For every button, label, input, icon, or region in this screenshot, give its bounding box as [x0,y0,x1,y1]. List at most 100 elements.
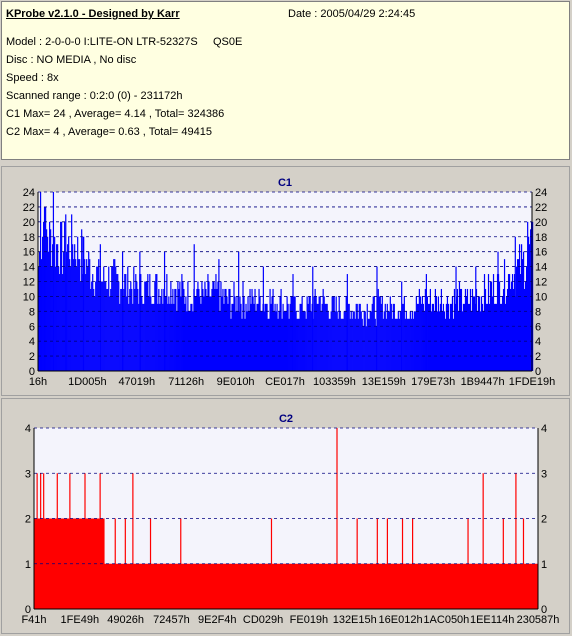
c1-bar [305,318,307,371]
c1-bar [226,296,228,371]
c1-bar [243,296,245,371]
disc-line: Disc : NO MEDIA , No disc [6,54,137,66]
c1-bar [199,296,201,371]
c2-spike [114,518,116,609]
c1-bar [140,274,142,371]
c1-spike [514,236,516,371]
c1-bar [143,303,145,371]
c1-bar [333,296,335,371]
c1-bar [354,318,356,371]
c1-bar [429,288,431,371]
c1-bar [444,318,447,371]
c1-bar [228,288,230,371]
c1-bar [225,288,227,371]
c1-bar [488,303,491,371]
c1-bar [500,303,503,371]
c1-bar [230,318,232,371]
c1-bar [81,229,83,371]
y-tick-label-right: 10 [535,291,547,303]
c1-bar [358,303,360,371]
c1-bar [120,288,122,371]
c1-bar [288,318,290,371]
c1-bar [385,318,387,371]
c1-bar [111,266,113,371]
c1-bar [381,296,383,371]
c1-bar [214,288,216,371]
c1-bar [90,288,92,371]
c1-spike [193,244,195,371]
c1-bar [270,303,272,371]
y-tick-label-right: 4 [535,336,541,348]
c1-spike [425,274,427,371]
c1-bar [388,311,390,371]
c1-bar [74,244,76,371]
c1-spike [218,259,220,371]
c1-spike [82,236,84,371]
x-tick-label: 103359h [313,376,356,388]
c1-bar [368,318,370,371]
c1-bar [126,296,128,371]
c1-bar [280,288,282,371]
y-tick-label-right: 6 [535,321,541,333]
c1-bar [445,303,448,371]
c1-bar [271,296,273,371]
c1-bar [46,229,48,371]
c1-spike [292,274,294,371]
c1-bar [250,303,252,371]
c1-bar [94,296,96,371]
c1-bar [439,303,442,371]
c1-bar [186,311,188,371]
c1-bar [252,296,254,371]
c1-bar [293,296,295,371]
c1-bar [47,236,49,371]
y-tick-label-left: 2 [25,514,31,526]
c1-spike [99,244,101,371]
y-tick-label-left: 22 [23,202,35,214]
c1-bar [50,229,52,371]
c1-bar [62,274,64,371]
c1-bar [116,274,118,371]
c1-bar [85,274,87,371]
y-tick-label-left: 14 [23,262,35,274]
c1-bar [184,303,186,371]
c1-bar [150,296,152,371]
c1-bar [522,251,525,371]
c1-bar [240,303,242,371]
c1-bar [509,288,512,371]
c1-bar [310,311,312,371]
y-tick-label-right: 0 [541,604,547,616]
c1-bar [166,274,168,371]
c1-bar [372,296,374,371]
c1-bar [45,206,47,371]
c1-bar [60,221,62,371]
c1-bar [414,311,416,371]
c1-bar [97,266,99,371]
y-tick-label-right: 2 [535,351,541,363]
c1-bar [41,259,43,371]
y-tick-label-right: 16 [535,247,547,259]
c1-bar [373,296,375,371]
c1-bar [371,303,373,371]
c1-bar [472,296,475,371]
c1-bar [144,281,146,371]
c1-bar [245,303,247,371]
c1-spike [312,266,314,371]
c1-spike [376,266,378,371]
c1-bar [410,318,412,371]
c1-bar [416,303,418,371]
x-tick-label: 47019h [118,376,155,388]
c1-bar [418,288,420,371]
c1-bar [377,288,379,371]
c1-bar [196,288,198,371]
c1-bar [101,281,103,371]
x-tick-label: 16E012h [379,614,423,626]
c1-bar [249,288,251,371]
c1-bar [518,244,521,371]
c1-bar [123,288,125,371]
c1-bar [322,288,324,371]
c1-bar [173,303,175,371]
c1-bar [299,303,301,371]
c1-bar [159,303,161,371]
c1-bar [72,244,74,371]
